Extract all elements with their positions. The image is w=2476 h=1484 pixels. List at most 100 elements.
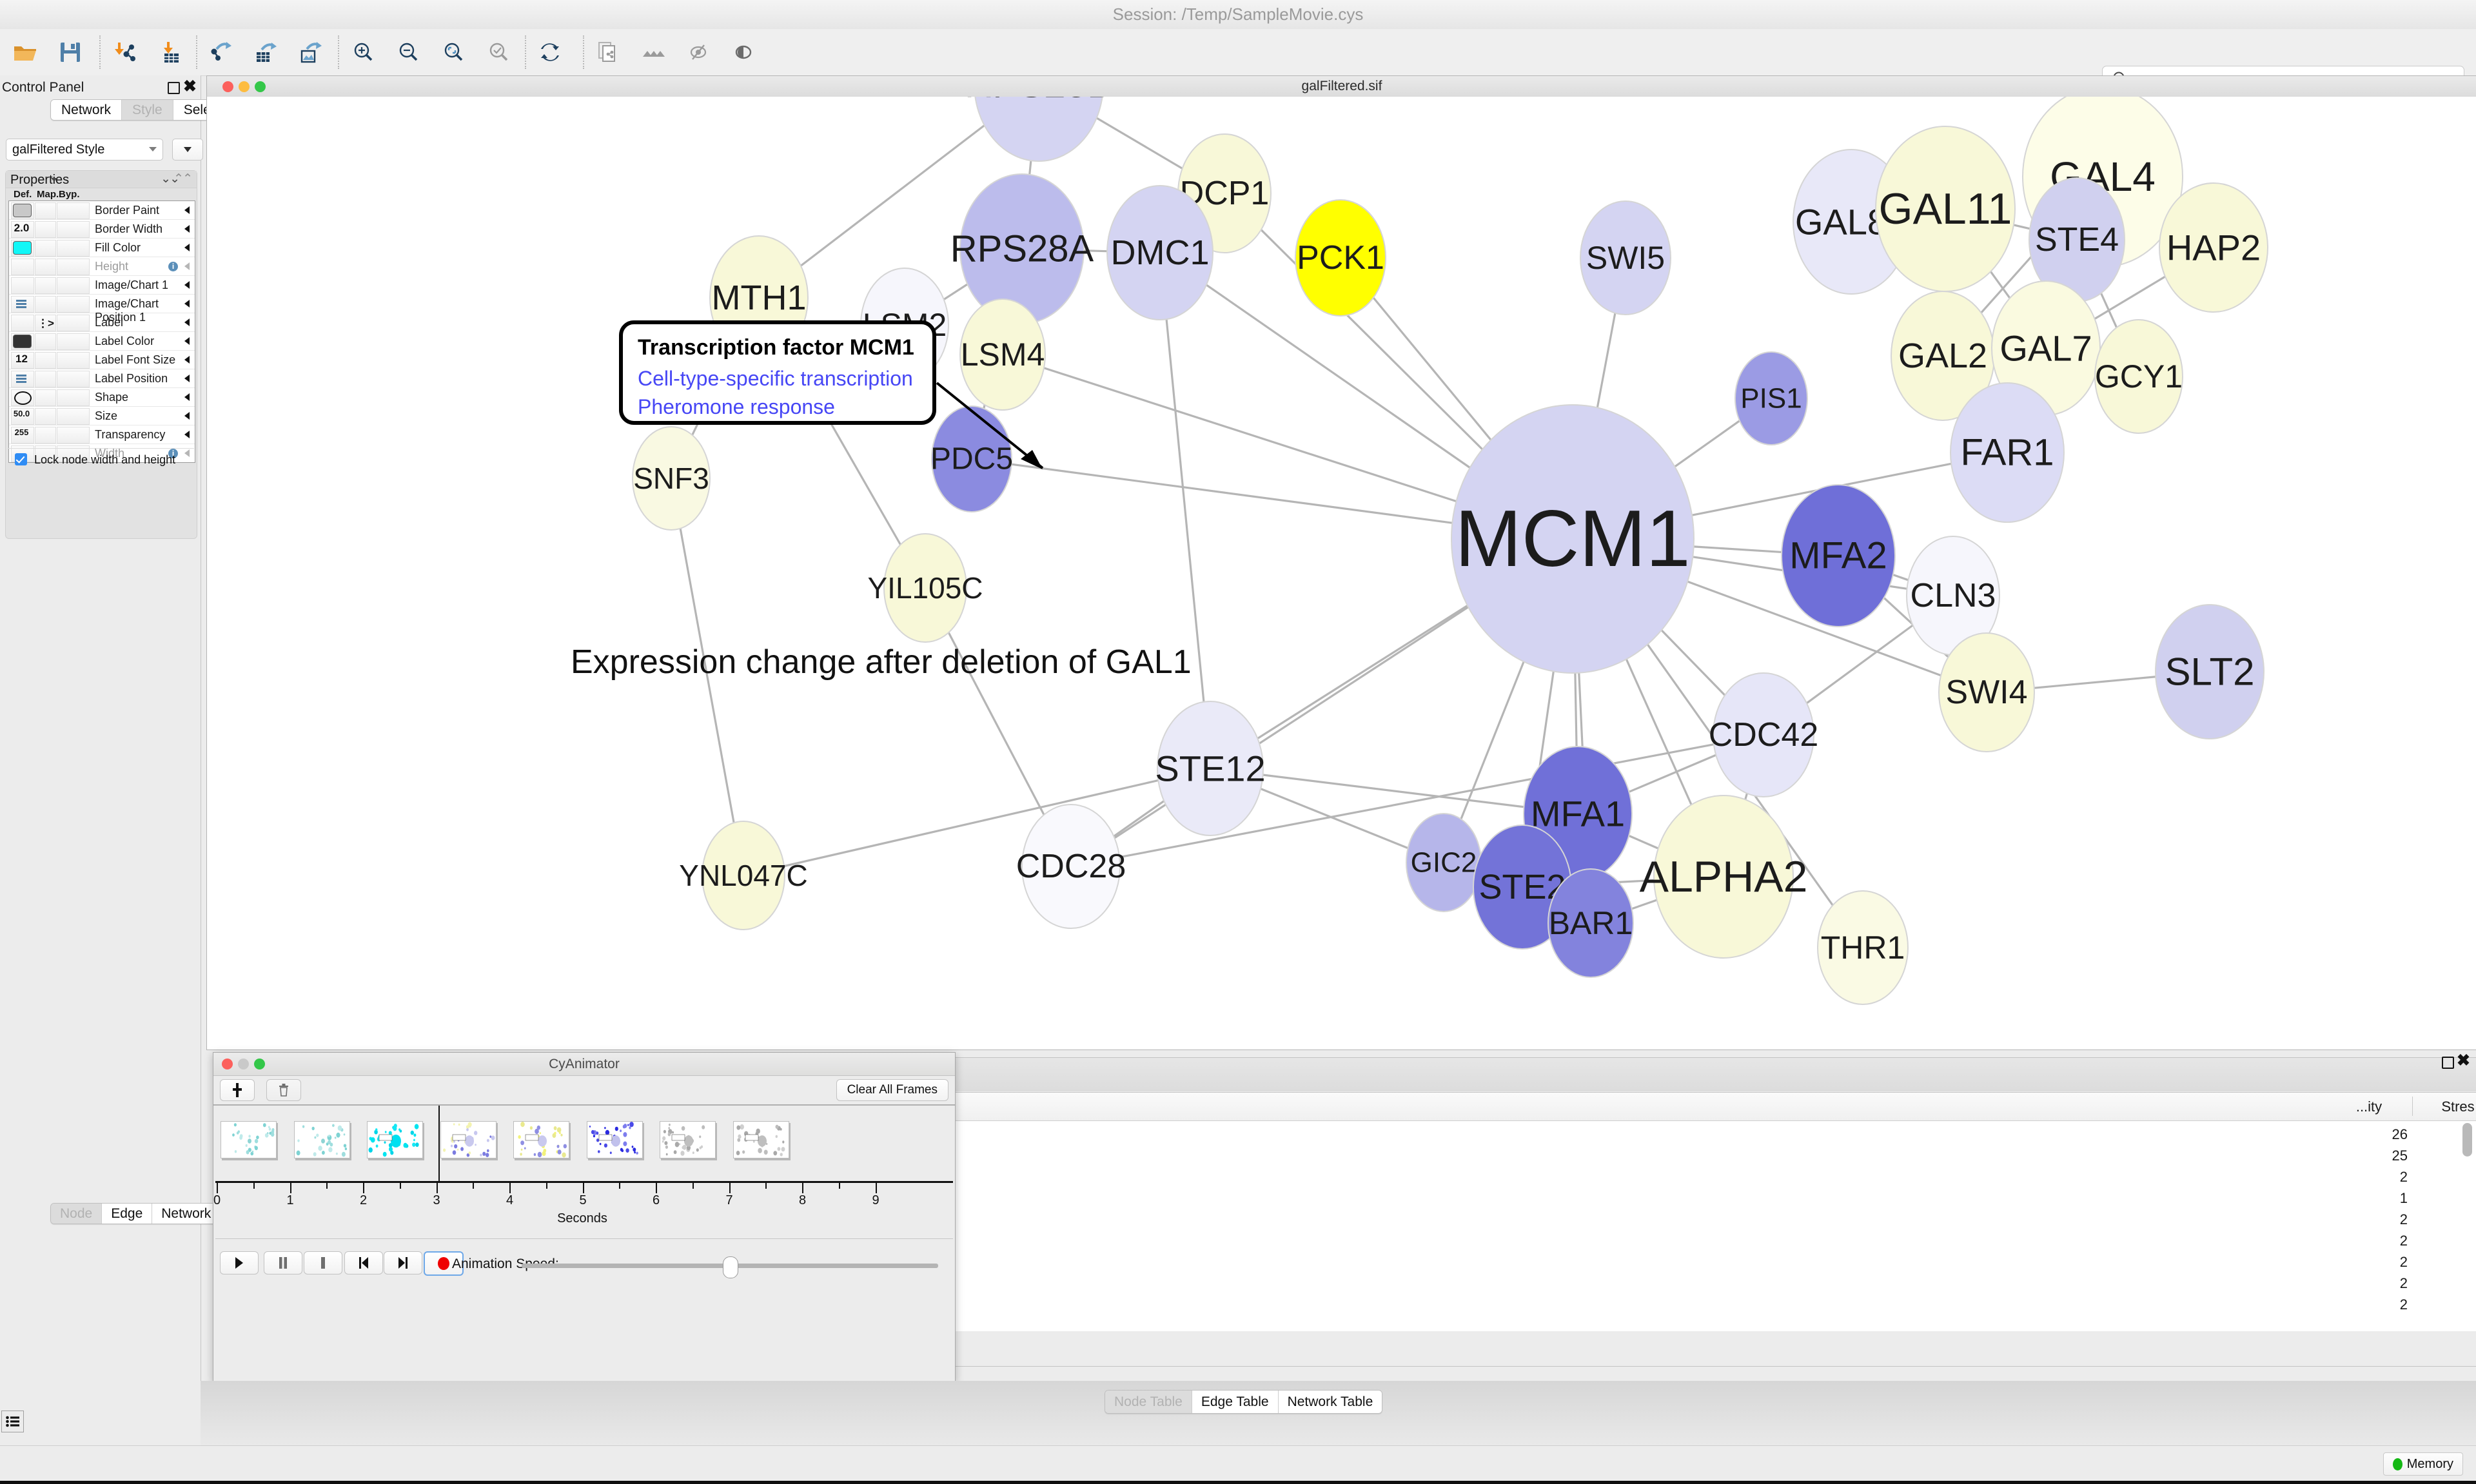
network-edge[interactable] — [2013, 224, 2030, 230]
node-ellipse[interactable] — [1106, 185, 1213, 320]
property-mapping-cell[interactable] — [35, 427, 56, 444]
property-row[interactable]: 12 Label Font Size — [9, 351, 195, 369]
node-ellipse[interactable] — [1734, 351, 1808, 445]
table-cell[interactable]: 26 — [2392, 1126, 2408, 1142]
style-options-menu-button[interactable] — [172, 139, 203, 161]
previous-frame-button[interactable] — [344, 1251, 383, 1274]
close-window-button[interactable] — [222, 81, 233, 92]
property-mapping-cell[interactable] — [35, 333, 56, 350]
network-edge[interactable] — [943, 283, 968, 300]
property-default-cell[interactable] — [11, 408, 34, 425]
clear-all-frames-button[interactable]: Clear All Frames — [836, 1079, 948, 1101]
network-node[interactable]: FAR1 — [1950, 382, 2065, 523]
color-swatch[interactable] — [13, 241, 32, 255]
network-edge[interactable] — [1687, 580, 1941, 677]
property-row[interactable]: Border Paint — [9, 201, 195, 220]
property-mapping-cell[interactable] — [35, 240, 56, 257]
property-row[interactable]: Height i — [9, 257, 195, 276]
chevron-down-icon[interactable] — [51, 178, 57, 182]
zoom-in-icon[interactable] — [340, 29, 386, 75]
timeline-frame[interactable] — [221, 1121, 277, 1158]
refresh-icon[interactable] — [527, 29, 573, 75]
network-node[interactable]: SWI4 — [1938, 632, 2035, 752]
next-frame-button[interactable] — [384, 1251, 422, 1274]
timeline-frame[interactable] — [660, 1121, 716, 1158]
node-ellipse[interactable] — [1580, 200, 1671, 315]
canvas-annotation-text[interactable]: Expression change after deletion of GAL1 — [571, 643, 1192, 681]
cyanimator-maximize-button[interactable] — [254, 1059, 265, 1069]
column-header-centrality[interactable]: ...ity — [2355, 1098, 2383, 1115]
export-network-icon[interactable] — [199, 29, 244, 75]
network-node[interactable]: MFA2 — [1781, 484, 1896, 627]
node-ellipse[interactable] — [1548, 868, 1634, 978]
chevron-left-icon[interactable] — [184, 262, 190, 270]
network-edge[interactable] — [1043, 367, 1457, 503]
chevron-left-icon[interactable] — [184, 375, 190, 382]
tab-node-table[interactable]: Node Table — [1105, 1391, 1192, 1413]
network-edge[interactable] — [1628, 834, 1659, 850]
network-edge[interactable] — [947, 632, 1045, 815]
cyanimator-close-icon[interactable]: ✖ — [2457, 1051, 2470, 1069]
property-row[interactable]: 50.0 Size — [9, 407, 195, 425]
table-cell[interactable]: 2 — [2399, 1296, 2408, 1313]
open-folder-icon[interactable] — [3, 29, 48, 75]
property-row[interactable]: ⋮> Label — [9, 313, 195, 332]
cyanimator-timeline[interactable] — [215, 1106, 953, 1206]
expand-all-icon[interactable]: ⌄⌄ — [161, 172, 180, 186]
network-edge[interactable] — [1011, 463, 1453, 524]
info-icon[interactable]: i — [168, 449, 178, 458]
chevron-left-icon[interactable] — [184, 412, 190, 420]
network-node[interactable]: LSM4 — [959, 298, 1046, 411]
property-bypass-cell[interactable] — [57, 389, 90, 406]
table-scrollbar[interactable] — [2462, 1123, 2472, 1157]
timeline-frame[interactable] — [440, 1121, 496, 1158]
property-default-cell[interactable] — [11, 427, 34, 444]
minimize-window-button[interactable] — [239, 81, 250, 92]
node-ellipse[interactable] — [1295, 199, 1386, 317]
property-row[interactable]: Fill Color — [9, 239, 195, 257]
tab-network-table[interactable]: Network Table — [1278, 1391, 1382, 1413]
node-ellipse[interactable] — [1950, 382, 2065, 523]
delete-frame-button[interactable] — [266, 1079, 301, 1101]
network-node[interactable]: GIC2 — [1406, 813, 1482, 912]
table-cell[interactable]: 25 — [2392, 1147, 2408, 1164]
chevron-left-icon[interactable] — [184, 225, 190, 233]
node-ellipse[interactable] — [931, 405, 1012, 513]
record-button[interactable] — [424, 1251, 464, 1276]
animation-speed-slider-knob[interactable] — [723, 1256, 738, 1278]
node-ellipse[interactable] — [2094, 319, 2183, 434]
network-canvas[interactable]: RPS28BDCP1RPS28ADMC1PCK1SWI5GAL80GAL11GA… — [207, 97, 2476, 1050]
network-node[interactable]: STE12 — [1155, 701, 1266, 836]
chevron-left-icon[interactable] — [184, 206, 190, 214]
property-mapping-cell[interactable] — [35, 315, 56, 331]
tab-network[interactable]: Network — [51, 100, 123, 120]
table-grid[interactable]: ...ity Stres 26 25 2 1 2 2 2 2 2 — [954, 1092, 2476, 1331]
property-mapping-cell[interactable] — [35, 408, 56, 425]
network-edge[interactable] — [1096, 117, 1183, 170]
table-cell[interactable]: 2 — [2399, 1275, 2408, 1291]
network-node[interactable]: PIS1 — [1734, 351, 1808, 445]
node-ellipse[interactable] — [1817, 890, 1909, 1005]
property-row[interactable]: 255 Transparency — [9, 425, 195, 444]
info-icon[interactable]: i — [168, 262, 178, 271]
network-edge[interactable] — [2094, 275, 2166, 320]
cyanimator-close-button[interactable] — [222, 1059, 233, 1069]
annotation-box-frame[interactable] — [619, 320, 936, 425]
zoom-out-icon[interactable] — [386, 29, 431, 75]
property-mapping-cell[interactable] — [35, 221, 56, 238]
network-node[interactable]: RPS28A — [950, 173, 1094, 324]
network-edge[interactable] — [1596, 313, 1616, 408]
chevron-left-icon[interactable] — [184, 244, 190, 251]
tab-node[interactable]: Node — [51, 1204, 103, 1224]
network-node[interactable]: GAL7 — [1991, 280, 2101, 416]
network-edge[interactable] — [1257, 604, 1468, 739]
property-row[interactable]: Image/Chart Position 1 — [9, 295, 195, 324]
network-node[interactable]: YNL047C — [679, 821, 808, 930]
network-node[interactable]: STE2 — [1473, 825, 1572, 950]
timeline-frame[interactable] — [293, 1121, 350, 1158]
property-bypass-cell[interactable] — [57, 296, 90, 313]
chevron-left-icon[interactable] — [184, 449, 190, 457]
chevron-left-icon[interactable] — [184, 356, 190, 364]
import-table-icon[interactable] — [147, 29, 192, 75]
color-swatch[interactable] — [13, 335, 32, 348]
